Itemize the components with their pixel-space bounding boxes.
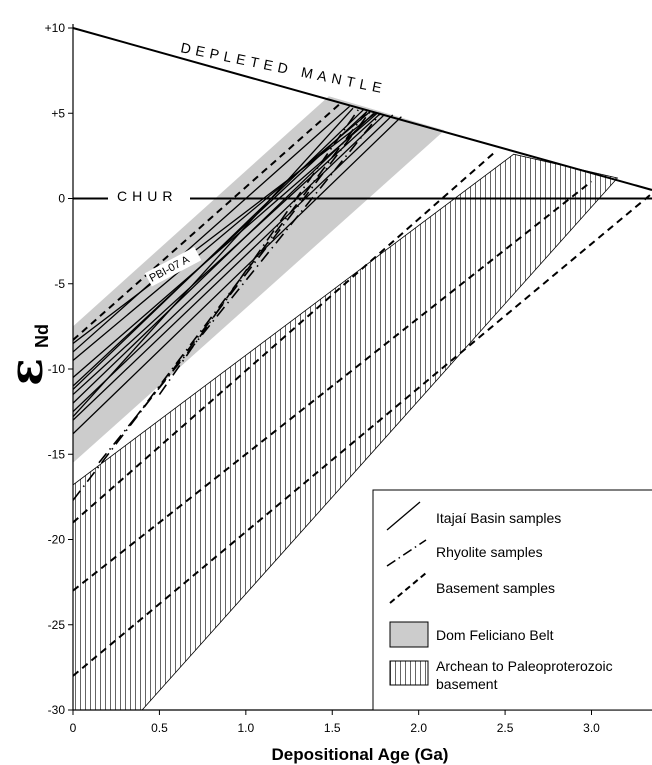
series-0-line-4 [73, 112, 382, 396]
x-tick-label-0: 0 [70, 721, 77, 735]
legend-label-archean: Archean to Paleoproterozoic [436, 658, 613, 674]
series-0-line-7 [73, 114, 394, 421]
depleted-mantle-label: DEPLETED MANTLE [179, 39, 388, 96]
shaded-regions [73, 96, 619, 710]
series-1-line-0 [73, 111, 371, 501]
y-tick-label-3: -5 [54, 277, 65, 291]
legend-swatch-dom-feliciano [389, 621, 429, 648]
archean-basement-region [73, 153, 619, 710]
series-1-line-3 [158, 109, 359, 396]
x-tick-label-4: 2.0 [410, 721, 427, 735]
legend-label-basement: Basement samples [436, 580, 555, 596]
legend-label-rhyolite: Rhyolite samples [436, 544, 543, 560]
axis-ticks: 0 0.5 1.0 1.5 2.0 2.5 3.0 +10 +5 0 -5 -10 -15 -20 -25 -… [45, 21, 601, 735]
y-tick-label-5: -15 [48, 447, 66, 461]
series-2-line-1 [73, 150, 498, 524]
legend-label-itajai: Itajaí Basin samples [436, 510, 561, 526]
series-0-line-10 [73, 105, 350, 353]
legend-swatch-rhyolite [386, 539, 427, 567]
legend-label-archean-2: basement [436, 676, 498, 692]
x-tick-label-5: 2.5 [497, 721, 514, 735]
x-tick-label-1: 0.5 [151, 721, 168, 735]
x-tick-label-3: 1.5 [324, 721, 341, 735]
y-tick-label-6: -20 [48, 533, 66, 547]
legend-swatch-archean [389, 660, 429, 686]
series-0-line-2 [73, 112, 378, 379]
y-tick-label-7: -25 [48, 618, 66, 632]
series-0-line-6 [73, 114, 385, 413]
series-2-line-3 [73, 192, 652, 677]
x-tick-label-6: 3.0 [583, 721, 600, 735]
series-0-line-0 [73, 112, 376, 344]
y-axis-label: ε Nd [0, 324, 53, 386]
series-1-line-2 [132, 111, 368, 421]
x-tick-label-2: 1.0 [237, 721, 254, 735]
pbi-label-bg [144, 246, 202, 287]
y-tick-label-0: +10 [45, 21, 66, 35]
series-0-line-8 [73, 116, 402, 435]
series-2-line-2 [73, 180, 593, 592]
y-axis-label-sub: Nd [32, 324, 52, 348]
chur-label: CHUR [117, 188, 177, 204]
series-0-line-9 [73, 109, 364, 390]
series-1-line-1 [98, 112, 382, 464]
series-0-line-1 [73, 111, 371, 361]
y-tick-label-8: -30 [48, 703, 66, 717]
y-tick-label-1: +5 [51, 106, 65, 120]
legend: Itajaí Basin samples Rhyolite samples Ba… [372, 489, 652, 711]
y-tick-label-4: -10 [48, 362, 66, 376]
legend-swatch-itajai [386, 501, 421, 531]
x-axis-label: Depositional Age (Ga) [272, 745, 449, 764]
legend-swatch-basement [389, 572, 427, 604]
series-0-line-5 [73, 112, 375, 404]
y-tick-label-2: 0 [58, 192, 65, 206]
chur-label-bg [108, 185, 190, 205]
legend-label-dom-feliciano: Dom Feliciano Belt [436, 627, 554, 643]
series-lines [73, 102, 652, 677]
dom-feliciano-region [73, 96, 445, 463]
depleted-mantle-line [72, 27, 652, 191]
y-axis-label-symbol: ε [0, 358, 53, 386]
series-0-line-11 [73, 107, 354, 418]
